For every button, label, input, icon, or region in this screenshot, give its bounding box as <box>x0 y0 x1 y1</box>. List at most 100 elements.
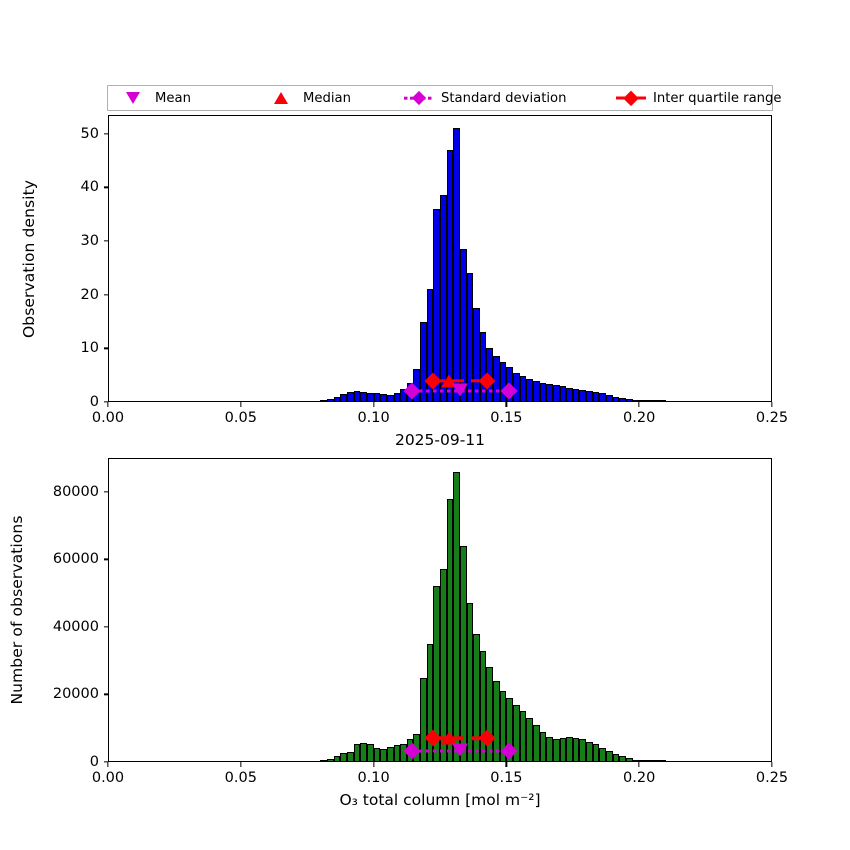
histogram-bar <box>420 321 427 402</box>
x-tick-mark <box>107 402 109 407</box>
histogram-bar <box>373 393 381 402</box>
histogram-bar <box>625 399 633 402</box>
mean-marker-icon <box>118 89 148 107</box>
histogram-bar <box>393 744 401 762</box>
histogram-bar <box>639 400 646 402</box>
histogram-bar <box>559 386 567 402</box>
histogram-bar <box>499 691 507 762</box>
histogram-bar <box>546 736 553 762</box>
histogram-bar <box>466 603 474 762</box>
histogram-bar <box>552 385 560 402</box>
histogram-bar <box>659 400 666 402</box>
histogram-bar <box>645 400 653 402</box>
histogram-bar <box>619 398 626 402</box>
triangle-down-glyph <box>126 92 140 104</box>
x-tick-label: 0.10 <box>357 770 390 786</box>
legend: Mean Median Standard deviation Inter quarti… <box>107 85 782 111</box>
histogram-bar <box>586 741 593 762</box>
legend-item-mean[interactable]: Mean <box>118 86 191 110</box>
x-tick-label: 0.00 <box>91 410 125 426</box>
histogram-bar <box>506 697 514 762</box>
histogram-bar <box>366 744 374 762</box>
y-tick-label: 30 <box>80 233 99 250</box>
x-tick-mark <box>505 762 508 767</box>
histogram-bar <box>320 400 328 402</box>
y-tick-label: 20000 <box>52 686 99 703</box>
histogram-bar <box>592 392 600 402</box>
histogram-bar <box>327 399 334 402</box>
y-tick-mark <box>103 491 108 493</box>
histogram-bar <box>433 586 440 762</box>
y-tick-label: 40000 <box>52 618 99 635</box>
histogram-bar <box>592 744 600 762</box>
x-tick-mark <box>372 402 375 407</box>
histogram-bar <box>453 128 460 402</box>
y-tick-label: 10 <box>80 340 99 357</box>
histogram-bar <box>380 748 387 762</box>
legend-item-standard-deviation[interactable]: Standard deviation <box>404 86 566 110</box>
histogram-bar <box>526 379 533 402</box>
histogram-bar <box>639 760 646 762</box>
histogram-bar <box>353 391 361 402</box>
histogram-bar <box>659 760 666 762</box>
histogram-bar <box>539 382 547 402</box>
histogram-bar <box>393 393 401 402</box>
y-tick-mark <box>103 294 108 296</box>
histogram-bar <box>612 396 620 402</box>
y-tick-mark <box>103 133 108 135</box>
histogram-bar <box>519 711 527 762</box>
histogram-bar <box>552 739 560 762</box>
histogram-bar <box>599 393 606 402</box>
x-tick-mark <box>505 402 508 407</box>
histogram-bar <box>479 332 487 402</box>
histogram-bar <box>559 738 567 762</box>
histogram-bar <box>340 393 348 402</box>
x-tick-label: 0.25 <box>755 770 789 786</box>
histogram-bar <box>652 760 660 762</box>
histogram-bar <box>473 308 480 402</box>
histogram-bar <box>320 760 328 762</box>
y-tick-mark <box>103 240 108 242</box>
histogram-bar <box>360 391 367 402</box>
histogram-bar <box>446 498 454 762</box>
x-tick-mark <box>771 762 773 767</box>
legend-item-inter-quartile-range[interactable]: Inter quartile range <box>616 86 782 110</box>
histogram-bar <box>539 731 547 762</box>
y-tick-label: 40 <box>80 179 99 196</box>
histogram-bar <box>373 747 381 762</box>
histogram-bar <box>420 677 427 762</box>
histogram-bar <box>360 743 367 762</box>
histogram-bar <box>327 758 334 762</box>
histogram-bar <box>645 760 653 762</box>
histogram-bar <box>579 390 587 402</box>
histogram-bar <box>406 739 414 762</box>
histogram-bar <box>526 718 533 762</box>
legend-item-median[interactable]: Median <box>266 86 351 110</box>
histogram-bar <box>380 393 387 402</box>
y-tick-mark <box>103 761 108 763</box>
histogram-bar <box>366 392 374 402</box>
histogram-bar <box>347 392 354 402</box>
histogram-bar <box>612 753 620 762</box>
histogram-bar <box>486 667 494 762</box>
legend-label: Mean <box>155 90 191 106</box>
histogram-bar <box>386 394 394 402</box>
histogram-bar <box>566 388 573 402</box>
histogram-bar <box>440 195 447 402</box>
histogram-bars-bottom <box>108 458 772 762</box>
legend-label: Inter quartile range <box>653 90 782 106</box>
x-tick-mark <box>372 762 375 767</box>
histogram-bar <box>625 758 633 762</box>
legend-label: Standard deviation <box>441 90 567 106</box>
legend-label: Median <box>303 90 351 106</box>
y-tick-mark <box>103 186 108 189</box>
x-tick-mark <box>638 762 640 767</box>
histogram-bar <box>340 753 348 762</box>
figure-date-title: 2025-09-11 <box>394 431 486 449</box>
histogram-bar <box>386 747 394 762</box>
histogram-bar <box>619 756 626 762</box>
y-tick-label: 80000 <box>52 483 99 500</box>
histogram-bar <box>599 747 606 762</box>
